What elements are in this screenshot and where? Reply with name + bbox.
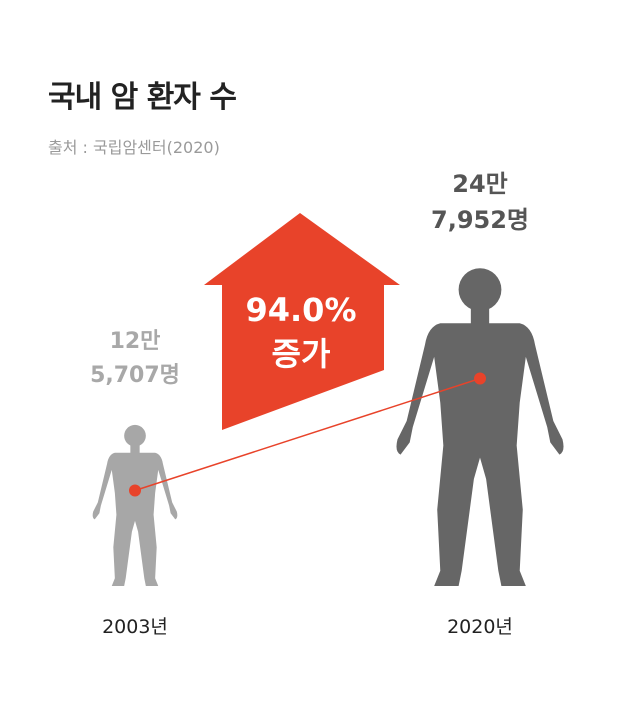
source-note: 출처 : 국립암센터(2020) bbox=[48, 138, 220, 157]
value-2003-line2: 5,707명 bbox=[90, 363, 180, 388]
year-label-2020: 2020년 bbox=[447, 616, 513, 638]
connector-line bbox=[134, 377, 481, 492]
marker-2003 bbox=[129, 484, 141, 497]
page-title: 국내 암 환자 수 bbox=[48, 80, 237, 115]
marker-2020 bbox=[474, 372, 486, 385]
bar-2020 bbox=[396, 268, 564, 586]
value-label-2020: 24만 7,952명 bbox=[405, 166, 555, 238]
up-arrow-icon bbox=[204, 213, 400, 430]
increase-word: 증가 bbox=[271, 335, 331, 373]
value-2003-line1: 12만 bbox=[109, 329, 161, 354]
value-2020-line1: 24만 bbox=[452, 170, 508, 198]
year-label-2003: 2003년 bbox=[102, 616, 168, 638]
value-2020-line2: 7,952명 bbox=[431, 206, 529, 234]
increase-label: 94.0% 증가 bbox=[218, 288, 384, 376]
value-label-2003: 12만 5,707명 bbox=[60, 325, 210, 393]
increase-percent: 94.0% bbox=[245, 291, 357, 329]
bar-2003 bbox=[92, 424, 178, 586]
